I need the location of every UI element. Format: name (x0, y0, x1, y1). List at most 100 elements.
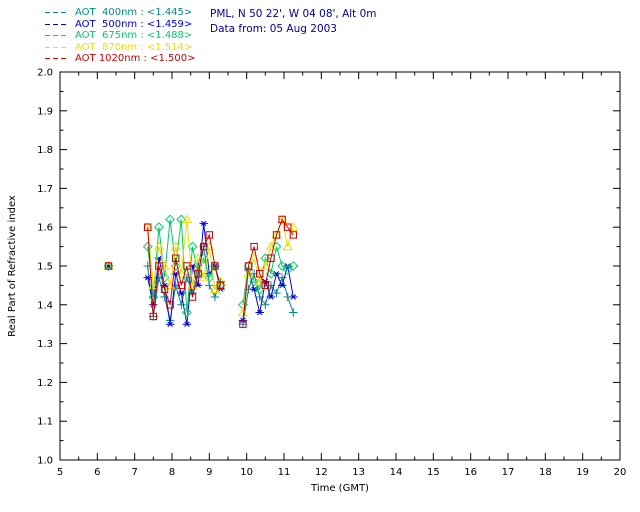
data-point-marker (266, 294, 276, 300)
data-point-marker (172, 254, 180, 262)
data-point-marker (278, 215, 286, 224)
data-point-marker (261, 281, 270, 290)
data-point-marker (177, 300, 186, 309)
series-aot-675nm (103, 214, 299, 318)
legend-label: AOT 1020nm : <1.500> (75, 53, 196, 65)
data-point-marker (250, 242, 258, 251)
legend-line-sample (45, 58, 69, 60)
x-tick-label: 10 (240, 467, 253, 478)
data-date: Data from: 05 Aug 2003 (210, 23, 337, 35)
data-point-marker (289, 308, 298, 317)
data-point-marker (261, 300, 270, 309)
data-point-marker (260, 260, 271, 270)
data-point-marker (188, 293, 197, 301)
data-point-marker (160, 285, 169, 293)
data-point-marker (267, 254, 275, 262)
data-point-marker (254, 276, 265, 286)
data-point-marker (272, 271, 281, 277)
data-point-marker (284, 223, 292, 231)
station-location: PML, N 50 22', W 04 08', Alt 0m (210, 8, 377, 20)
legend-line-sample (45, 35, 69, 37)
data-point-marker (205, 231, 214, 239)
legend: AOT 400nm : <1.445> AOT 500nm : <1.459> AO… (44, 7, 195, 65)
data-point-marker (182, 307, 192, 318)
y-tick-label: 1.5 (37, 262, 53, 273)
data-point-marker (249, 276, 260, 287)
x-tick-label: 13 (352, 467, 365, 478)
x-tick-label: 17 (502, 467, 515, 478)
data-point-marker (154, 222, 164, 233)
x-tick-label: 20 (614, 467, 627, 478)
x-tick-label: 15 (427, 467, 440, 478)
data-point-marker (272, 288, 281, 298)
legend-label: AOT 500nm : <1.459> (75, 18, 193, 30)
data-point-marker (282, 241, 293, 251)
y-tick-label: 2.0 (37, 68, 53, 79)
data-point-marker (277, 273, 287, 282)
data-point-marker (166, 301, 174, 309)
data-point-marker (165, 214, 176, 225)
data-point-marker (177, 281, 186, 290)
x-tick-label: 6 (94, 467, 100, 478)
data-point-marker (142, 241, 153, 252)
x-tick-label: 7 (131, 467, 137, 478)
data-point-marker (282, 264, 293, 275)
x-tick-label: 18 (539, 467, 552, 478)
data-point-marker (182, 321, 192, 327)
data-point-marker (249, 286, 259, 293)
legend-item-3: AOT 675nm : <1.488> (44, 30, 195, 42)
x-axis-title: Time (GMT) (310, 483, 369, 494)
x-tick-label: 9 (206, 467, 212, 478)
data-point-marker (277, 261, 288, 271)
x-tick-label: 5 (57, 467, 63, 478)
legend-item-2: AOT 500nm : <1.459> (44, 19, 195, 31)
data-point-marker (155, 262, 163, 270)
data-point-marker (181, 214, 192, 224)
data-point-marker (277, 282, 287, 289)
data-point-marker (149, 312, 158, 321)
y-tick-label: 1.9 (37, 106, 53, 117)
legend-item-5: AOT 1020nm : <1.500> (44, 53, 195, 65)
data-point-marker (187, 241, 198, 252)
series-aot-1020nm (104, 215, 298, 328)
data-point-marker (205, 281, 214, 290)
y-tick-label: 1.4 (37, 300, 53, 311)
x-tick-label: 8 (169, 467, 175, 478)
data-point-marker (198, 253, 209, 264)
data-point-marker (199, 220, 208, 227)
data-point-marker (104, 262, 113, 270)
legend-line-sample (45, 46, 69, 48)
data-point-marker (177, 290, 186, 296)
series-line (242, 218, 294, 325)
legend-item-1: AOT 400nm : <1.445> (44, 7, 195, 19)
data-point-marker (237, 307, 248, 317)
data-point-marker (272, 231, 281, 239)
x-tick-label: 19 (576, 467, 589, 478)
data-point-marker (216, 281, 225, 290)
station-info: PML, N 50 22', W 04 08', Alt 0m Data fro… (210, 7, 377, 37)
x-tick-label: 14 (390, 467, 403, 478)
series-line (242, 272, 294, 325)
y-tick-label: 1.8 (37, 145, 53, 156)
y-tick-label: 1.6 (37, 223, 53, 234)
data-point-marker (210, 292, 220, 302)
data-point-marker (176, 214, 187, 225)
data-point-marker (239, 320, 247, 328)
data-point-marker (183, 262, 191, 270)
legend-item-4: AOT 870nm : <1.514> (44, 42, 195, 54)
x-tick-label: 11 (278, 467, 291, 478)
legend-label: AOT 675nm : <1.488> (75, 30, 193, 42)
data-point-marker (165, 321, 175, 327)
data-point-marker (288, 261, 299, 271)
data-point-marker (153, 241, 164, 251)
data-point-marker (170, 241, 181, 251)
x-tick-label: 16 (464, 467, 477, 478)
data-point-marker (289, 294, 298, 300)
data-point-marker (243, 268, 254, 278)
y-axis-title: Real Part of Refractive index (7, 195, 18, 337)
data-point-marker (265, 241, 276, 251)
y-tick-label: 1.1 (37, 417, 53, 428)
y-tick-label: 1.2 (37, 378, 53, 389)
